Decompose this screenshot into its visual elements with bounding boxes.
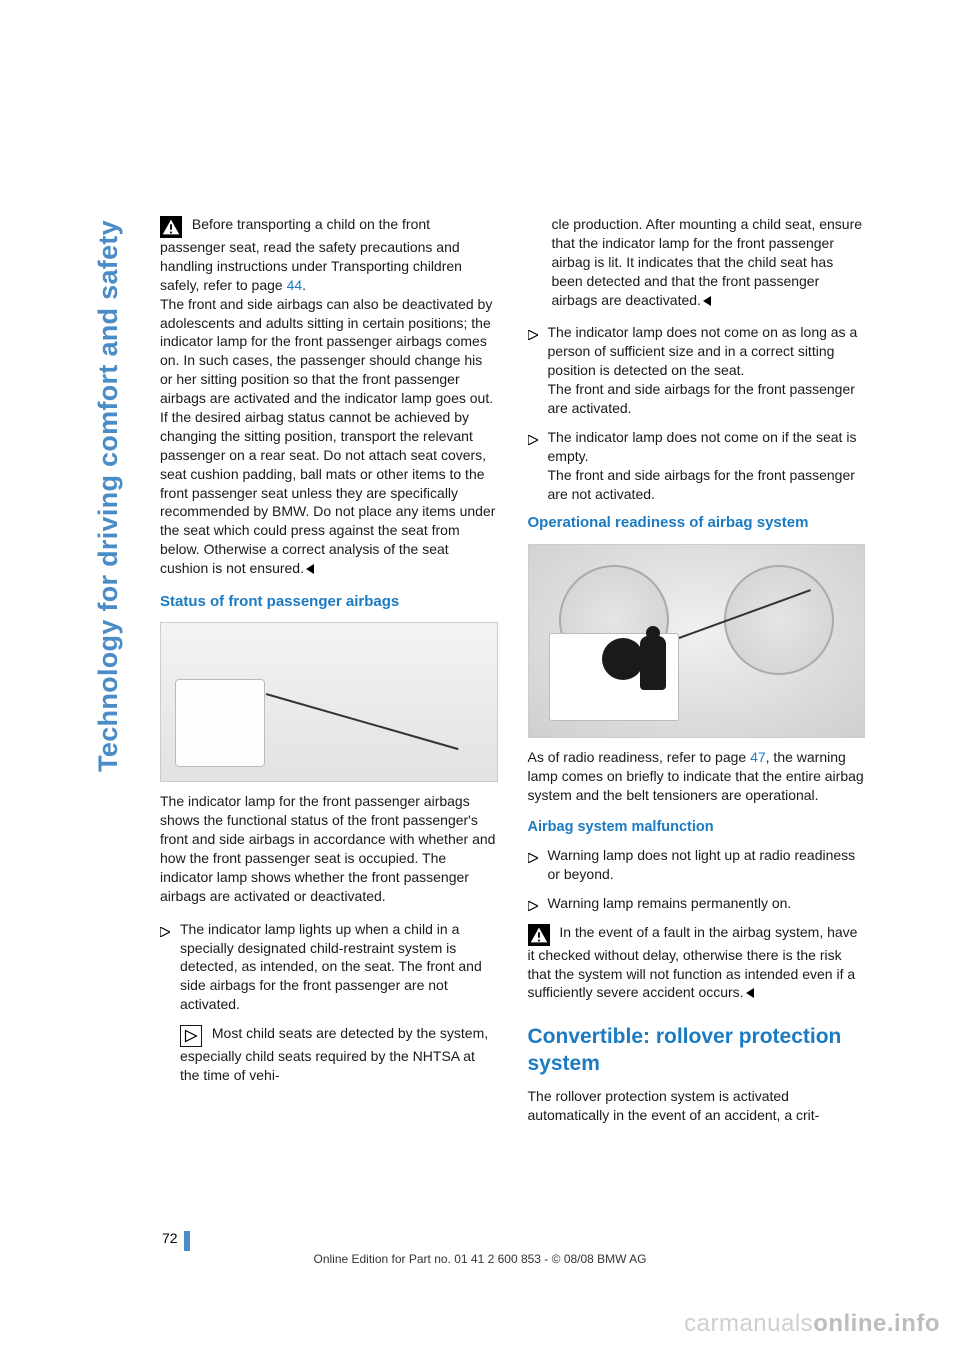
warning-paragraph-1: Before transporting a child on the front… bbox=[160, 215, 498, 578]
body-text: Before transporting a child on the front… bbox=[160, 216, 462, 293]
watermark-part-a: carmanuals bbox=[684, 1310, 813, 1337]
body-text: In the event of a fault in the airbag sy… bbox=[528, 924, 858, 1001]
page-link-44[interactable]: 44 bbox=[287, 277, 303, 293]
list-item: The indicator lamp does not come on if t… bbox=[528, 428, 866, 504]
list-item-text: The indicator lamp does not come on if t… bbox=[548, 429, 857, 464]
column-left: Before transporting a child on the front… bbox=[160, 215, 498, 1139]
page-number-bar-icon bbox=[184, 1231, 190, 1251]
list-item-text: The front and side airbags for the front… bbox=[548, 467, 855, 502]
list-item: The indicator lamp does not come on as l… bbox=[528, 323, 866, 417]
list-item-text: Warning lamp does not light up at radio … bbox=[548, 846, 866, 884]
list-item: Warning lamp does not light up at radio … bbox=[528, 846, 866, 884]
section-side-tab: Technology for driving comfort and safet… bbox=[93, 220, 124, 772]
warning-paragraph-2: In the event of a fault in the airbag sy… bbox=[528, 923, 866, 1003]
figure-airbag-status-lamp bbox=[160, 622, 498, 782]
list-item: Warning lamp remains permanently on. bbox=[528, 894, 866, 913]
inset-tile-icon bbox=[175, 679, 265, 767]
note-text: Most child seats are detected by the sys… bbox=[180, 1025, 488, 1083]
page-link-47[interactable]: 47 bbox=[750, 749, 766, 765]
list-item-text: Warning lamp remains permanently on. bbox=[548, 894, 866, 913]
page-number: 72 bbox=[162, 1230, 178, 1246]
body-text: The indicator lamp for the front passeng… bbox=[160, 792, 498, 905]
triangle-bullet-icon bbox=[528, 326, 538, 336]
content-columns: Before transporting a child on the front… bbox=[160, 215, 865, 1139]
gauge-icon bbox=[724, 565, 834, 675]
footer-text: Online Edition for Part no. 01 41 2 600 … bbox=[0, 1252, 960, 1266]
heading-operational-readiness: Operational readiness of airbag system bbox=[528, 513, 866, 533]
figure-airbag-warning-lamp bbox=[528, 544, 866, 738]
body-text: The rollover protection system is activa… bbox=[528, 1087, 866, 1125]
triangle-bullet-icon bbox=[160, 923, 170, 933]
callout-line-icon bbox=[266, 693, 459, 750]
inset-tile-icon bbox=[549, 633, 679, 721]
manual-page: Technology for driving comfort and safet… bbox=[0, 0, 960, 1358]
body-text: As of radio readiness, refer to page bbox=[528, 749, 751, 765]
heading-status-airbags: Status of front passenger airbags bbox=[160, 592, 498, 612]
end-of-note-icon bbox=[703, 296, 711, 306]
end-of-note-icon bbox=[746, 988, 754, 998]
end-of-note-icon bbox=[306, 564, 314, 574]
watermark: carmanualsonline.info bbox=[684, 1310, 940, 1338]
heading-airbag-malfunction: Airbag system malfunction bbox=[528, 818, 866, 838]
list-item-text: The front and side airbags for the front… bbox=[548, 381, 855, 416]
list-item-text: The indicator lamp lights up when a chil… bbox=[180, 921, 482, 1013]
triangle-bullet-icon bbox=[528, 849, 538, 859]
note-child-seats: Most child seats are detected by the sys… bbox=[180, 1024, 498, 1085]
airbag-pictogram-icon bbox=[598, 632, 670, 694]
warning-triangle-icon bbox=[528, 924, 550, 946]
watermark-part-b: online.info bbox=[813, 1310, 940, 1337]
heading-rollover-protection: Convertible: rollover protection system bbox=[528, 1024, 866, 1077]
body-text: cle production. After mounting a child s… bbox=[552, 216, 863, 308]
warning-triangle-icon bbox=[160, 216, 182, 238]
triangle-bullet-icon bbox=[528, 431, 538, 441]
note-triangle-icon bbox=[180, 1025, 202, 1047]
list-item-text: The indicator lamp does not come on as l… bbox=[548, 324, 858, 378]
column-right: cle production. After mounting a child s… bbox=[528, 215, 866, 1139]
body-text: . bbox=[302, 277, 306, 293]
body-paragraph: As of radio readiness, refer to page 47,… bbox=[528, 748, 866, 805]
triangle-bullet-icon bbox=[528, 897, 538, 907]
body-text: The front and side airbags can also be d… bbox=[160, 296, 495, 576]
continuation-text: cle production. After mounting a child s… bbox=[528, 215, 866, 309]
list-item: The indicator lamp lights up when a chil… bbox=[160, 920, 498, 1085]
